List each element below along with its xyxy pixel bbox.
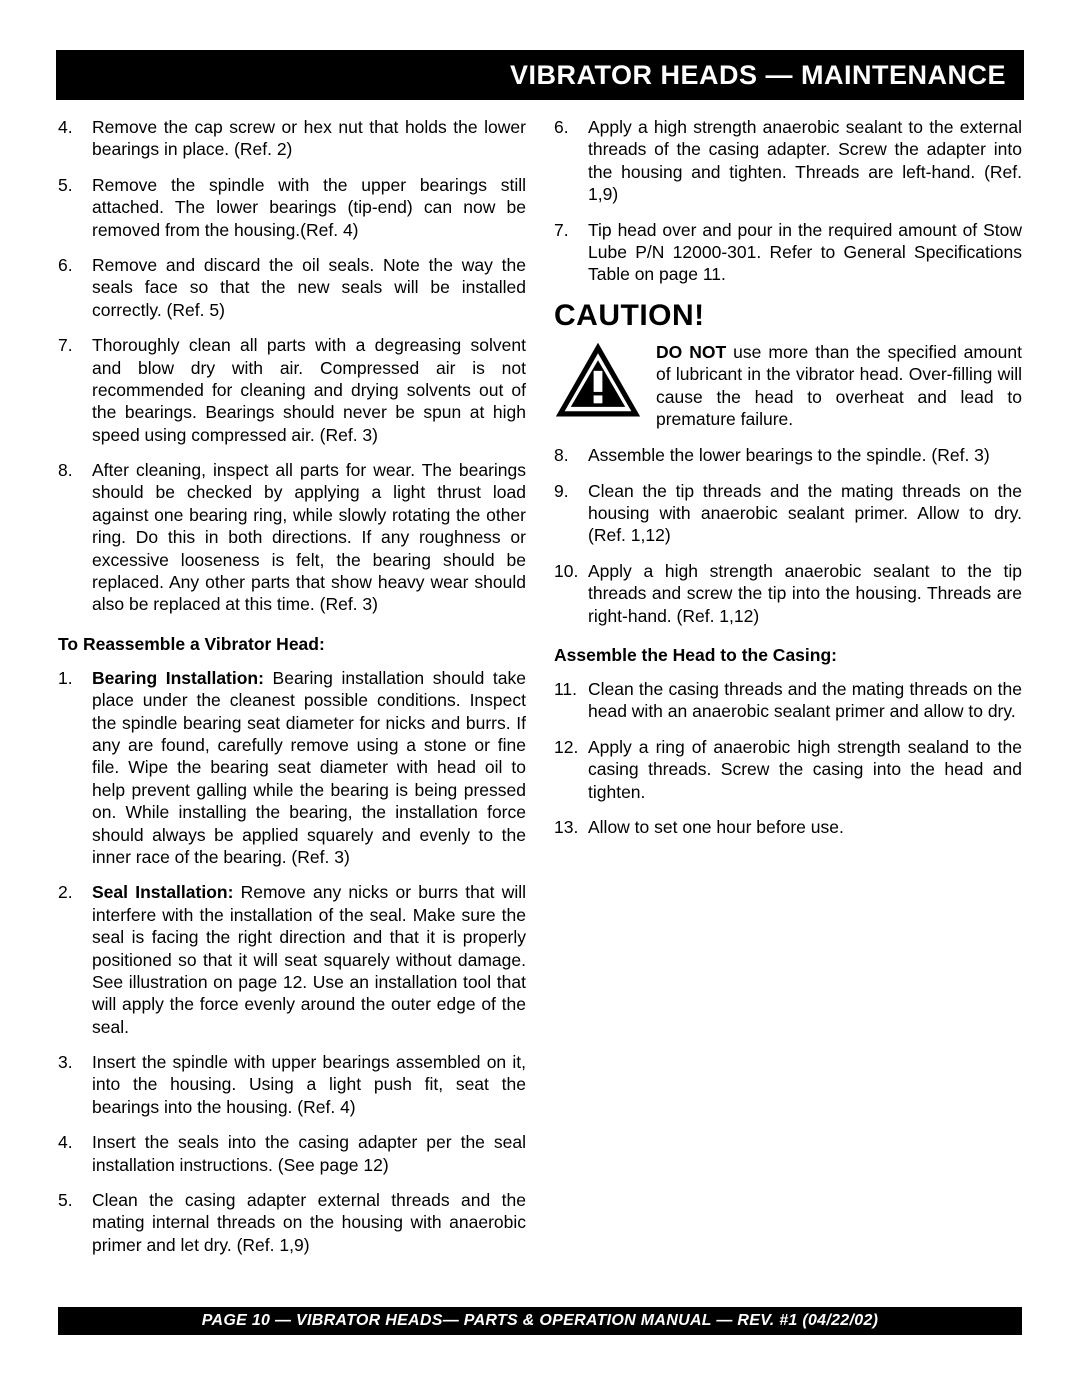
step-number: 4.	[58, 1131, 92, 1176]
step-number: 8.	[554, 444, 588, 466]
list-item: 7.Tip head over and pour in the required…	[554, 219, 1022, 286]
caution-block: DO NOT use more than the specified amoun…	[554, 341, 1022, 431]
step-text: Tip head over and pour in the required a…	[588, 219, 1022, 286]
step-text: Insert the seals into the casing adapter…	[92, 1131, 526, 1176]
list-item: 6.Apply a high strength anaerobic sealan…	[554, 116, 1022, 206]
step-text: Apply a ring of anaerobic high strength …	[588, 736, 1022, 803]
reassemble-subhead: To Reassemble a Vibrator Head:	[58, 634, 526, 655]
list-item: 4.Insert the seals into the casing adapt…	[58, 1131, 526, 1176]
list-item: 2.Seal Installation: Remove any nicks or…	[58, 881, 526, 1038]
step-number: 4.	[58, 116, 92, 161]
step-number: 2.	[58, 881, 92, 1038]
left-column: 4.Remove the cap screw or hex nut that h…	[58, 116, 526, 1269]
step-number: 3.	[58, 1051, 92, 1118]
left-steps-b: 1.Bearing Installation: Bearing installa…	[58, 667, 526, 1256]
step-number: 12.	[554, 736, 588, 803]
warning-triangle-icon	[554, 341, 642, 431]
step-number: 8.	[58, 459, 92, 616]
step-text: Remove the cap screw or hex nut that hol…	[92, 116, 526, 161]
step-text: Apply a high strength anaerobic sealant …	[588, 560, 1022, 627]
list-item: 8.After cleaning, inspect all parts for …	[58, 459, 526, 616]
step-text: After cleaning, inspect all parts for we…	[92, 459, 526, 616]
content-columns: 4.Remove the cap screw or hex nut that h…	[58, 116, 1022, 1269]
step-text: Clean the tip threads and the mating thr…	[588, 480, 1022, 547]
step-text: Seal Installation: Remove any nicks or b…	[92, 881, 526, 1038]
step-text: Bearing Installation: Bearing installati…	[92, 667, 526, 869]
step-body: Bearing installation should take place u…	[92, 668, 526, 867]
step-text: Clean the casing threads and the mating …	[588, 678, 1022, 723]
right-steps-c: 11.Clean the casing threads and the mati…	[554, 678, 1022, 838]
list-item: 9.Clean the tip threads and the mating t…	[554, 480, 1022, 547]
right-steps-b: 8.Assemble the lower bearings to the spi…	[554, 444, 1022, 627]
list-item: 11.Clean the casing threads and the mati…	[554, 678, 1022, 723]
step-text: Clean the casing adapter external thread…	[92, 1189, 526, 1256]
list-item: 3.Insert the spindle with upper bearings…	[58, 1051, 526, 1118]
list-item: 5.Clean the casing adapter external thre…	[58, 1189, 526, 1256]
list-item: 7.Thoroughly clean all parts with a degr…	[58, 334, 526, 446]
step-text: Remove and discard the oil seals. Note t…	[92, 254, 526, 321]
step-number: 11.	[554, 678, 588, 723]
step-text: Allow to set one hour before use.	[588, 816, 1022, 838]
step-lead: Seal Installation:	[92, 882, 233, 902]
left-steps-a: 4.Remove the cap screw or hex nut that h…	[58, 116, 526, 616]
step-number: 5.	[58, 174, 92, 241]
step-body: Remove any nicks or burrs that will inte…	[92, 882, 526, 1036]
step-number: 5.	[58, 1189, 92, 1256]
step-number: 6.	[58, 254, 92, 321]
step-lead: Bearing Installation:	[92, 668, 264, 688]
right-column: 6.Apply a high strength anaerobic sealan…	[554, 116, 1022, 1269]
step-number: 10.	[554, 560, 588, 627]
step-text: Thoroughly clean all parts with a degrea…	[92, 334, 526, 446]
assemble-subhead: Assemble the Head to the Casing:	[554, 645, 1022, 666]
list-item: 5.Remove the spindle with the upper bear…	[58, 174, 526, 241]
list-item: 6.Remove and discard the oil seals. Note…	[58, 254, 526, 321]
list-item: 12.Apply a ring of anaerobic high streng…	[554, 736, 1022, 803]
list-item: 4.Remove the cap screw or hex nut that h…	[58, 116, 526, 161]
step-number: 6.	[554, 116, 588, 206]
list-item: 10.Apply a high strength anaerobic seala…	[554, 560, 1022, 627]
step-number: 7.	[58, 334, 92, 446]
caution-lead: DO NOT	[656, 342, 726, 362]
caution-heading: CAUTION!	[554, 299, 1022, 333]
page-title: VIBRATOR HEADS — MAINTENANCE	[510, 60, 1006, 91]
step-text: Assemble the lower bearings to the spind…	[588, 444, 1022, 466]
list-item: 8.Assemble the lower bearings to the spi…	[554, 444, 1022, 466]
title-bar: VIBRATOR HEADS — MAINTENANCE	[56, 50, 1024, 100]
step-number: 1.	[58, 667, 92, 869]
step-number: 9.	[554, 480, 588, 547]
right-steps-a: 6.Apply a high strength anaerobic sealan…	[554, 116, 1022, 286]
step-number: 7.	[554, 219, 588, 286]
step-text: Insert the spindle with upper bearings a…	[92, 1051, 526, 1118]
list-item: 13.Allow to set one hour before use.	[554, 816, 1022, 838]
list-item: 1.Bearing Installation: Bearing installa…	[58, 667, 526, 869]
step-text: Apply a high strength anaerobic sealant …	[588, 116, 1022, 206]
footer-text: PAGE 10 — VIBRATOR HEADS— PARTS & OPERAT…	[202, 1312, 879, 1330]
step-number: 13.	[554, 816, 588, 838]
caution-text: DO NOT use more than the specified amoun…	[656, 341, 1022, 431]
step-text: Remove the spindle with the upper bearin…	[92, 174, 526, 241]
footer-bar: PAGE 10 — VIBRATOR HEADS— PARTS & OPERAT…	[58, 1307, 1022, 1335]
